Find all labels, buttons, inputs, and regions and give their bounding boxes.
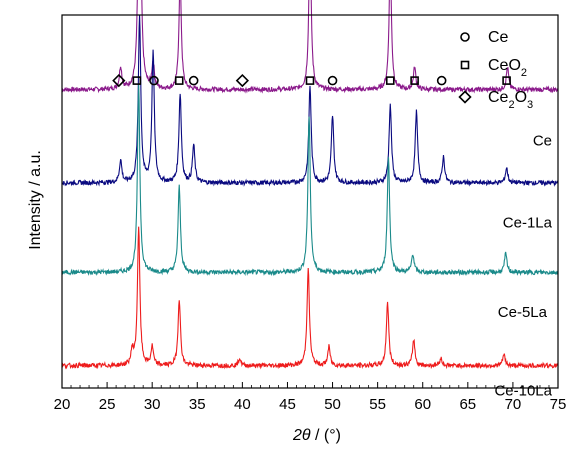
legend-label: Ce2O3 (488, 89, 533, 111)
legend-label-text: CeO (488, 57, 521, 74)
series-label: Ce-10La (494, 382, 552, 399)
phase-markers (112, 73, 511, 88)
x-tick-label: 40 (234, 396, 251, 413)
x-tick-label: 75 (550, 396, 567, 413)
legend-label-text: Ce (488, 29, 509, 46)
x-tick-label: 35 (189, 396, 206, 413)
legend-label: CeO2 (488, 57, 527, 79)
x-tick-label: 60 (414, 396, 431, 413)
series-line-2 (61, 14, 559, 187)
ce-marker (436, 75, 447, 86)
x-tick-label: 20 (54, 396, 71, 413)
x-tick-label: 55 (369, 396, 386, 413)
legend-label-text: Ce (488, 89, 509, 106)
x-tick-label: 70 (505, 396, 522, 413)
ce2o3-marker (235, 73, 249, 88)
legend-label-subscript-2: 3 (527, 99, 533, 111)
ceo2-marker (305, 76, 315, 85)
x-tick-label: 30 (144, 396, 161, 413)
ceo2-marker (460, 60, 470, 70)
series-labels: Ce Ce-1La Ce-5La Ce-10La (494, 133, 552, 400)
legend-label-subscript: 2 (521, 67, 527, 79)
ceo2-marker (132, 76, 142, 85)
x-tick-label: 65 (459, 396, 476, 413)
y-axis-title: Intensity / a.u. (27, 150, 44, 250)
ce2o3-marker (112, 73, 126, 88)
ceo2-marker (410, 76, 419, 85)
x-axis-ticks: 20 25 30 35 40 45 50 55 60 65 70 75 (54, 382, 567, 413)
ce-marker (327, 75, 338, 86)
ceo2-marker (174, 76, 184, 85)
ceo2-marker (502, 76, 511, 85)
series-line-1 (61, 0, 559, 94)
plot-frame (61, 14, 559, 389)
x-axis-title-unit: / (°) (311, 427, 341, 444)
ceo2-marker (385, 76, 395, 85)
x-tick-label: 50 (324, 396, 341, 413)
x-axis-title-symbol: 2θ (292, 427, 311, 444)
ce-marker (188, 75, 199, 86)
series-label: Ce (533, 133, 552, 150)
x-tick-label: 25 (99, 396, 116, 413)
ce-marker (149, 75, 159, 86)
series-line-3 (61, 83, 559, 277)
x-axis-title: 2θ / (°) (292, 427, 341, 444)
series-curves (61, 0, 559, 370)
legend-label-text-2: O (515, 89, 527, 106)
legend-label-subscript: 2 (508, 99, 514, 111)
ce-marker (460, 32, 470, 42)
series-label: Ce-5La (498, 304, 548, 321)
x-tick-label: 45 (279, 396, 296, 413)
series-line-4 (61, 226, 559, 370)
legend-label: Ce (488, 29, 509, 46)
ce2o3-marker (458, 90, 472, 104)
series-label: Ce-1La (503, 215, 553, 232)
